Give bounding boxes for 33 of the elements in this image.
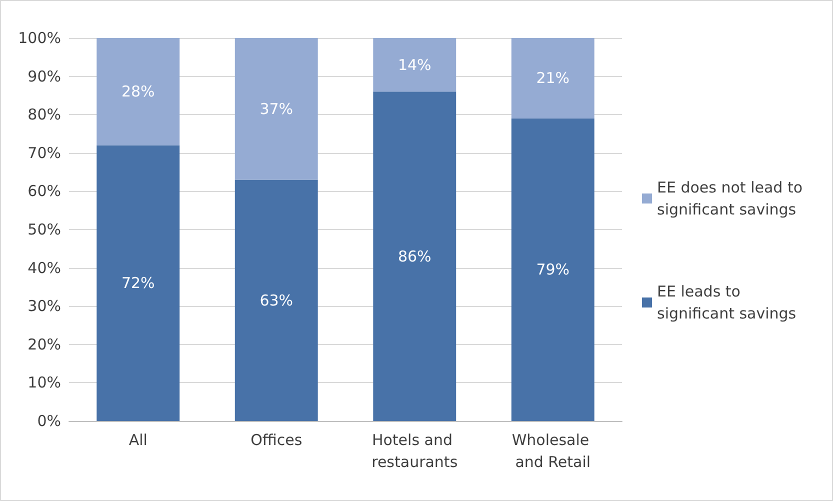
y-tick-label: 10%: [28, 374, 61, 392]
data-label: 21%: [536, 69, 570, 88]
data-label: 86%: [398, 247, 432, 266]
y-tick-label: 90%: [28, 67, 61, 86]
bar: [511, 38, 594, 118]
y-tick-label: 60%: [28, 182, 61, 200]
bar: [234, 38, 318, 180]
bar: [373, 38, 456, 92]
y-tick-label: 100%: [18, 29, 61, 47]
x-tick-label: Hotels and restaurants: [372, 431, 458, 471]
y-tick-label: 50%: [28, 220, 61, 238]
x-tick-label: Offices: [250, 431, 302, 449]
legend-label: EE leads to significant savings: [657, 282, 796, 322]
bar: [373, 92, 456, 421]
data-label: 14%: [398, 56, 432, 74]
bar: [234, 180, 318, 421]
y-tick-label: 20%: [28, 335, 61, 354]
data-label: 28%: [121, 82, 155, 101]
legend-label: EE does not lead to significant savings: [657, 178, 808, 218]
y-tick-label: 80%: [28, 106, 61, 124]
bar: [96, 38, 180, 146]
x-tick-label: All: [128, 431, 148, 449]
bar: [96, 145, 180, 421]
data-label: 72%: [121, 274, 155, 292]
bar: [511, 118, 594, 421]
data-label: 37%: [260, 100, 294, 118]
y-tick-label: 40%: [28, 258, 61, 277]
data-label: 79%: [536, 260, 570, 279]
x-tick-label: Wholesale and Retail: [512, 431, 594, 471]
y-tick-label: 70%: [28, 144, 61, 162]
data-label: 63%: [260, 291, 294, 310]
y-tick-label: 0%: [37, 412, 61, 430]
y-tick-label: 30%: [28, 297, 61, 316]
